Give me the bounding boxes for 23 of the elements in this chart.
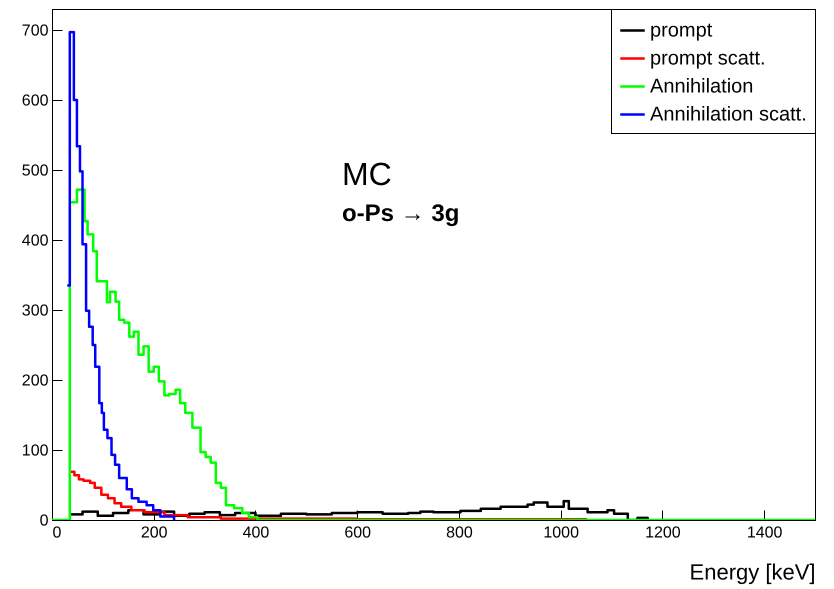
y-tick-label: 200 <box>22 372 49 390</box>
x-tick-label: 1400 <box>746 524 783 542</box>
x-tick-label: 1000 <box>543 524 580 542</box>
x-tick-label: 800 <box>446 524 473 542</box>
y-tick-label: 700 <box>22 22 49 40</box>
legend-label: Annihilation scatt. <box>650 104 807 126</box>
x-tick-label: 0 <box>52 524 62 542</box>
y-tick-label: 100 <box>22 442 49 460</box>
legend-label: prompt scatt. <box>650 48 766 70</box>
annotation: o-Ps → 3g <box>342 200 460 227</box>
y-tick-label: 0 <box>40 512 49 530</box>
x-axis-title: Energy [keV] <box>690 560 816 584</box>
x-tick-label: 1200 <box>645 524 681 542</box>
y-tick-label: 500 <box>22 162 49 180</box>
legend-label: Annihilation <box>650 76 754 98</box>
annotation: MC <box>342 156 392 192</box>
y-tick-label: 400 <box>22 232 49 250</box>
y-tick-label: 300 <box>22 302 49 320</box>
x-tick-label: 400 <box>242 524 270 542</box>
x-tick-label: 200 <box>140 524 168 542</box>
legend-label: prompt <box>650 20 713 42</box>
x-tick-label: 600 <box>344 524 372 542</box>
y-tick-label: 600 <box>22 92 49 110</box>
